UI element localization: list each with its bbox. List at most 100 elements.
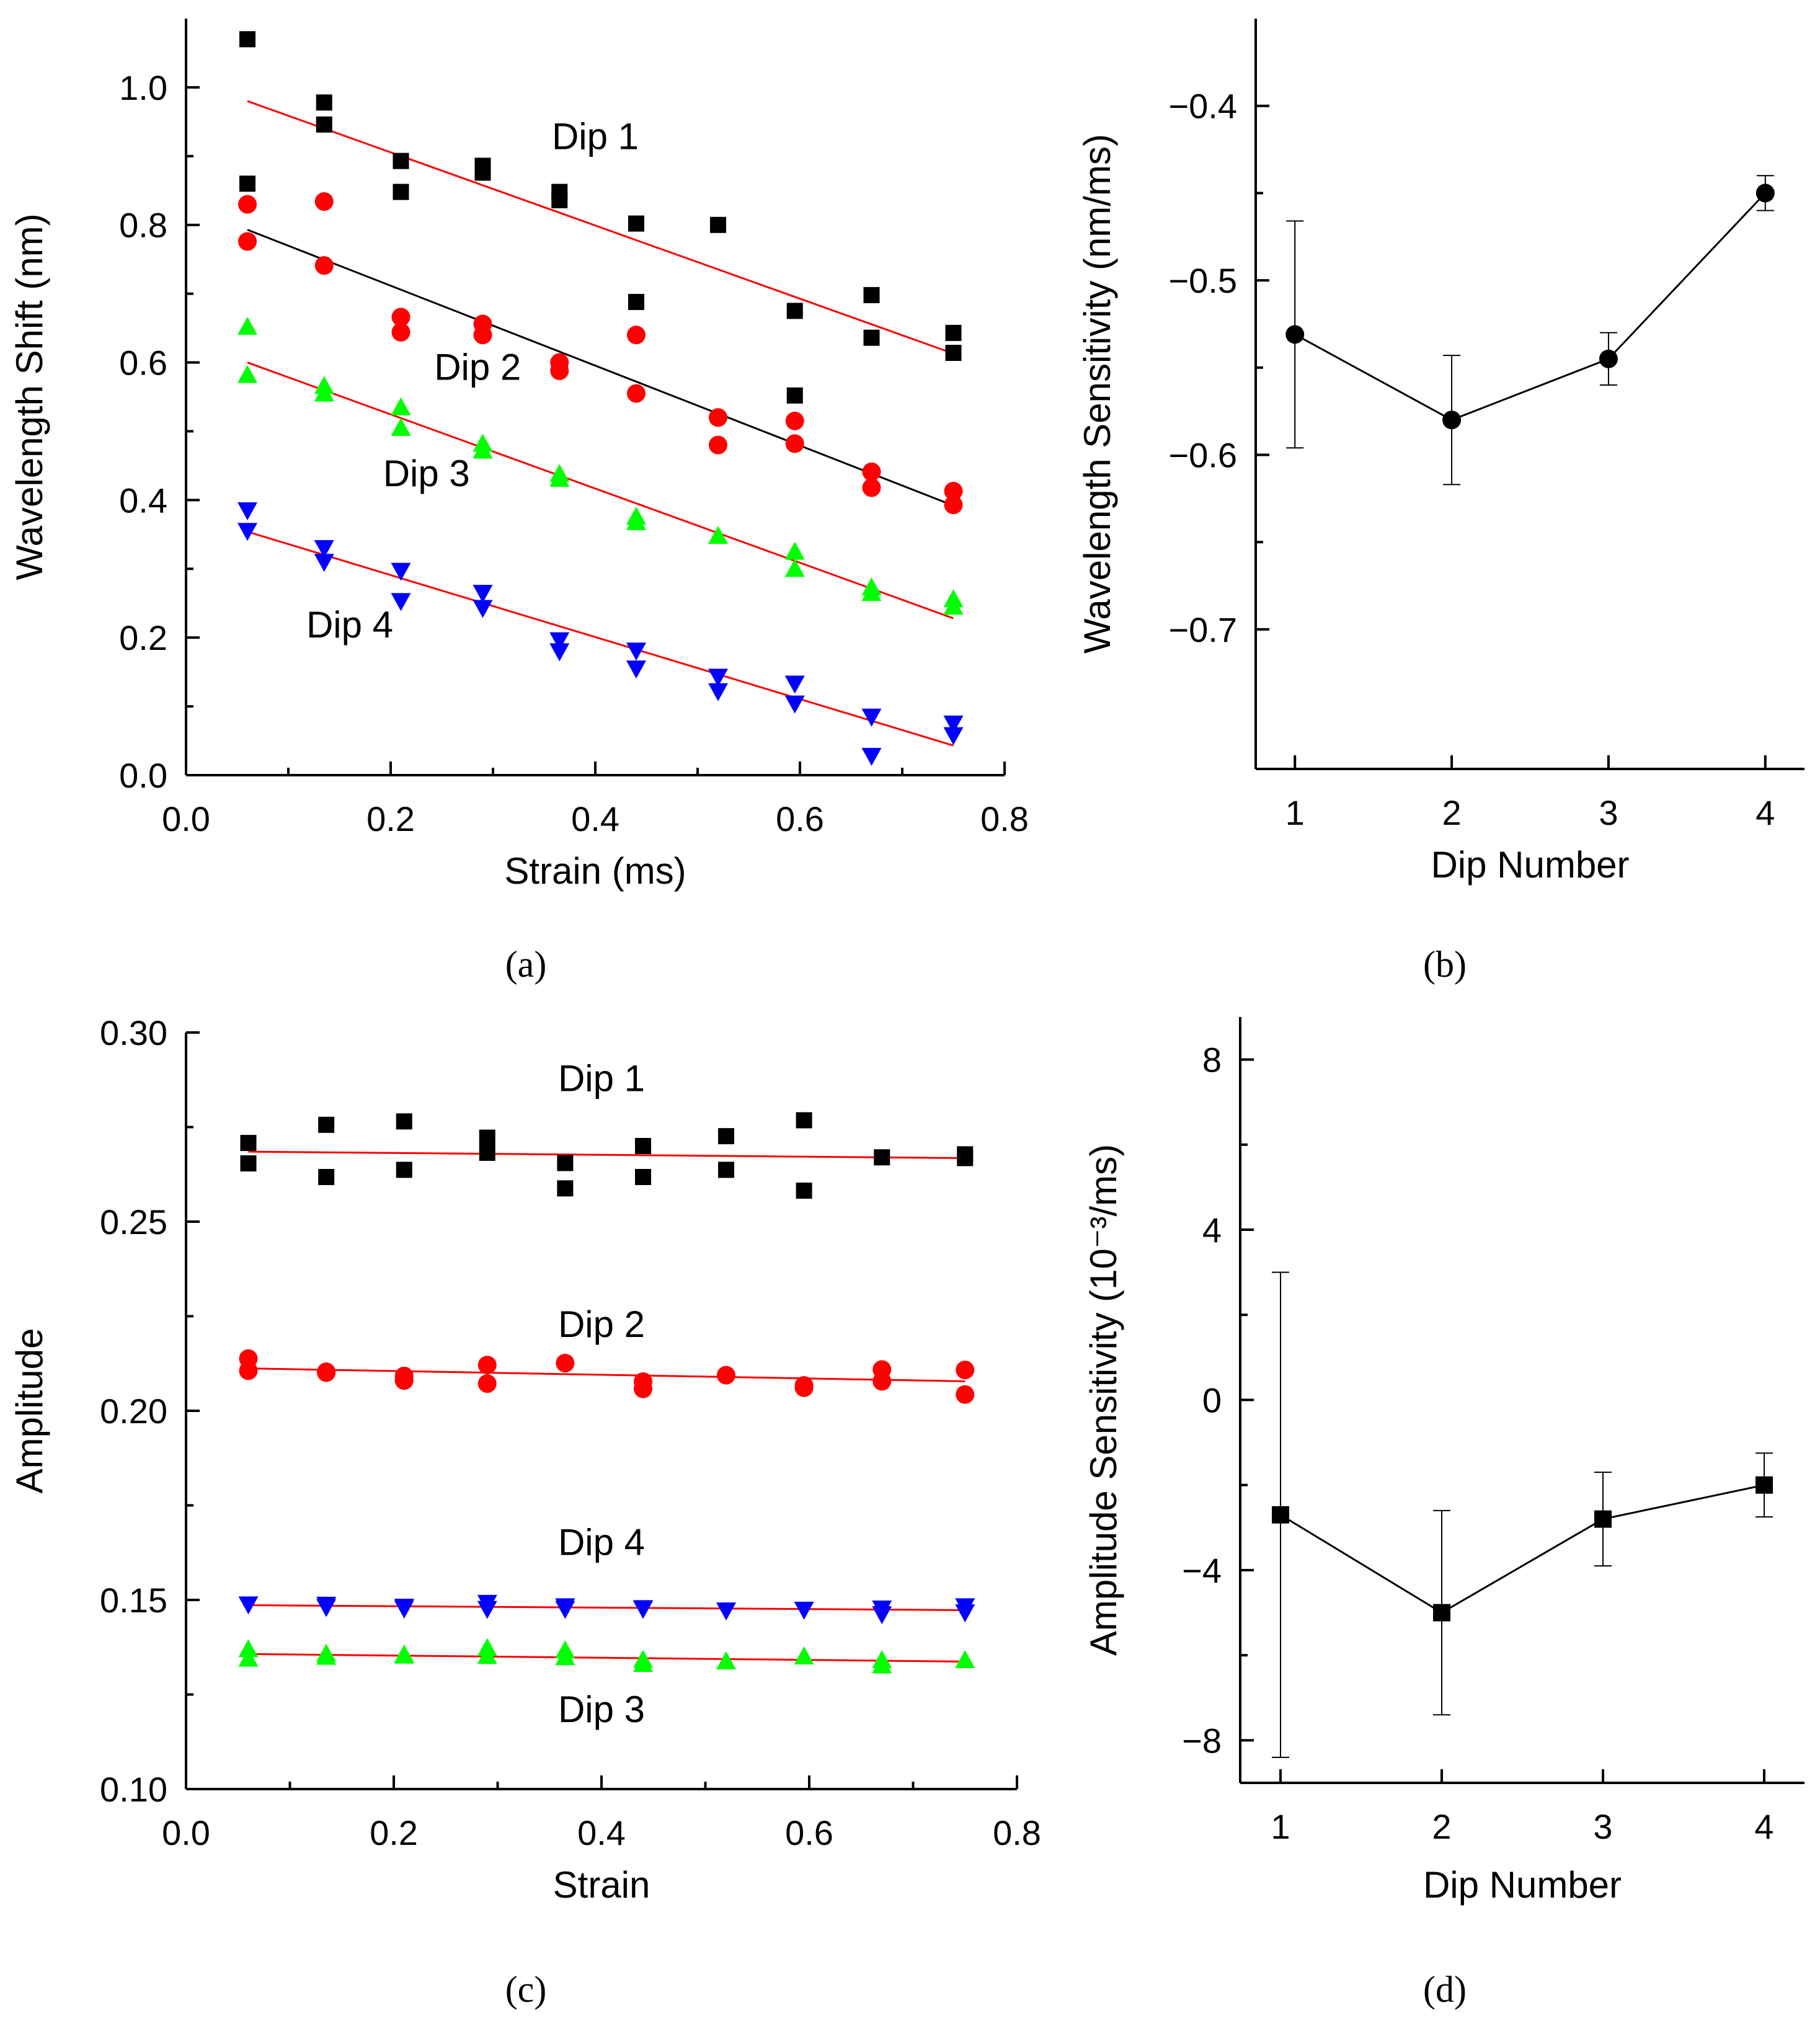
data-point	[955, 1650, 975, 1668]
x-tick-label: 0.2	[366, 799, 415, 838]
y-tick-label: 0	[1202, 1381, 1222, 1420]
fit-line	[248, 1367, 965, 1382]
data-point	[716, 1602, 736, 1621]
data-point	[717, 1366, 735, 1385]
series-line	[1294, 192, 1766, 421]
data-point	[555, 1601, 575, 1619]
data-point	[785, 411, 804, 430]
y-axis-label: Wavelength Sensitivity (nm/ms)	[1076, 134, 1118, 654]
y-tick-label: 0.30	[100, 1013, 167, 1052]
data-point	[314, 554, 334, 572]
data-point	[1433, 1604, 1450, 1622]
data-point	[633, 1654, 653, 1672]
data-point	[550, 361, 569, 380]
data-point	[956, 1361, 975, 1380]
y-tick-label: −8	[1182, 1721, 1222, 1760]
x-tick-label: 2	[1442, 793, 1461, 832]
data-point	[1756, 1476, 1773, 1494]
data-point	[1599, 349, 1618, 368]
data-point	[317, 1363, 336, 1382]
data-point	[393, 153, 409, 169]
data-point	[794, 1378, 814, 1397]
data-point	[956, 1385, 975, 1404]
y-tick-label: −0.6	[1168, 435, 1237, 474]
data-point	[861, 583, 882, 602]
series-annotation: Dip 4	[558, 1521, 645, 1563]
data-point	[237, 316, 257, 335]
data-point	[626, 642, 646, 661]
data-point	[786, 303, 803, 319]
data-point	[635, 1138, 651, 1154]
data-point	[1285, 325, 1305, 344]
y-tick-label: 0.4	[119, 481, 167, 520]
data-point	[237, 365, 257, 383]
data-point	[557, 1180, 574, 1197]
series-annotation: Dip 3	[558, 1689, 645, 1730]
y-tick-label: 0.8	[119, 206, 167, 245]
data-point	[1756, 184, 1775, 203]
data-point	[862, 478, 881, 497]
data-point	[477, 1601, 497, 1619]
data-point	[709, 435, 727, 455]
x-tick-label: 4	[1756, 793, 1775, 832]
data-point	[314, 383, 334, 402]
data-point	[237, 523, 257, 541]
data-point	[240, 1155, 257, 1172]
x-tick-label: 0.0	[162, 799, 210, 838]
x-axis-label: Dip Number	[1423, 1864, 1622, 1906]
series-annotation: Dip 1	[552, 116, 639, 158]
data-point	[549, 468, 570, 487]
data-point	[314, 192, 334, 211]
y-axis-label: Amplitude Sensitivity (10⁻³/ms)	[1083, 1144, 1124, 1656]
data-point	[784, 559, 805, 577]
data-point	[718, 1128, 734, 1145]
caption-c: (c)	[505, 1969, 547, 2010]
data-point	[394, 1601, 414, 1619]
data-point	[391, 593, 411, 611]
caption-b: (b)	[1423, 944, 1467, 985]
y-tick-label: −0.4	[1168, 87, 1237, 126]
x-tick-label: 0.4	[571, 799, 619, 838]
data-point	[479, 1129, 495, 1146]
data-point	[1594, 1510, 1612, 1528]
y-tick-label: 0.2	[119, 618, 167, 657]
data-point	[238, 1596, 259, 1615]
data-point	[391, 308, 411, 327]
data-point	[238, 1639, 259, 1658]
data-point	[549, 632, 570, 651]
data-point	[957, 1150, 974, 1166]
data-point	[943, 727, 964, 745]
data-point	[394, 1371, 414, 1390]
y-tick-label: −0.5	[1168, 261, 1237, 300]
data-point	[1272, 1506, 1289, 1524]
data-point	[861, 708, 882, 727]
fit-line	[247, 100, 954, 355]
x-tick-label: 3	[1593, 1807, 1612, 1846]
data-point	[872, 1655, 892, 1674]
x-tick-label: 0.4	[577, 1813, 626, 1852]
data-point	[628, 215, 644, 232]
chart-panel-d: 1 2 3 4 8 4 0 −4 −8 Dip Number Amplitude Sensitivi…	[1083, 1017, 1804, 1906]
data-point	[473, 600, 493, 618]
data-point	[708, 668, 728, 687]
x-tick-label: 0.8	[980, 799, 1029, 838]
data-point	[238, 1648, 259, 1667]
data-point	[627, 384, 646, 403]
data-point	[863, 329, 880, 346]
data-point	[794, 1646, 814, 1664]
fit-line	[247, 229, 954, 507]
data-point	[237, 502, 257, 520]
data-point	[477, 1356, 497, 1375]
data-point	[239, 1361, 258, 1380]
data-point	[861, 747, 882, 766]
x-tick-label: 1	[1271, 1807, 1290, 1846]
data-point	[396, 1162, 412, 1178]
y-tick-label: 4	[1202, 1210, 1222, 1250]
data-point	[316, 94, 332, 111]
x-tick-label: 0.2	[370, 1813, 418, 1852]
series-annotation: Dip 1	[558, 1058, 645, 1099]
x-tick-label: 0.6	[785, 1813, 833, 1852]
data-point	[786, 387, 803, 404]
data-point	[474, 164, 491, 181]
